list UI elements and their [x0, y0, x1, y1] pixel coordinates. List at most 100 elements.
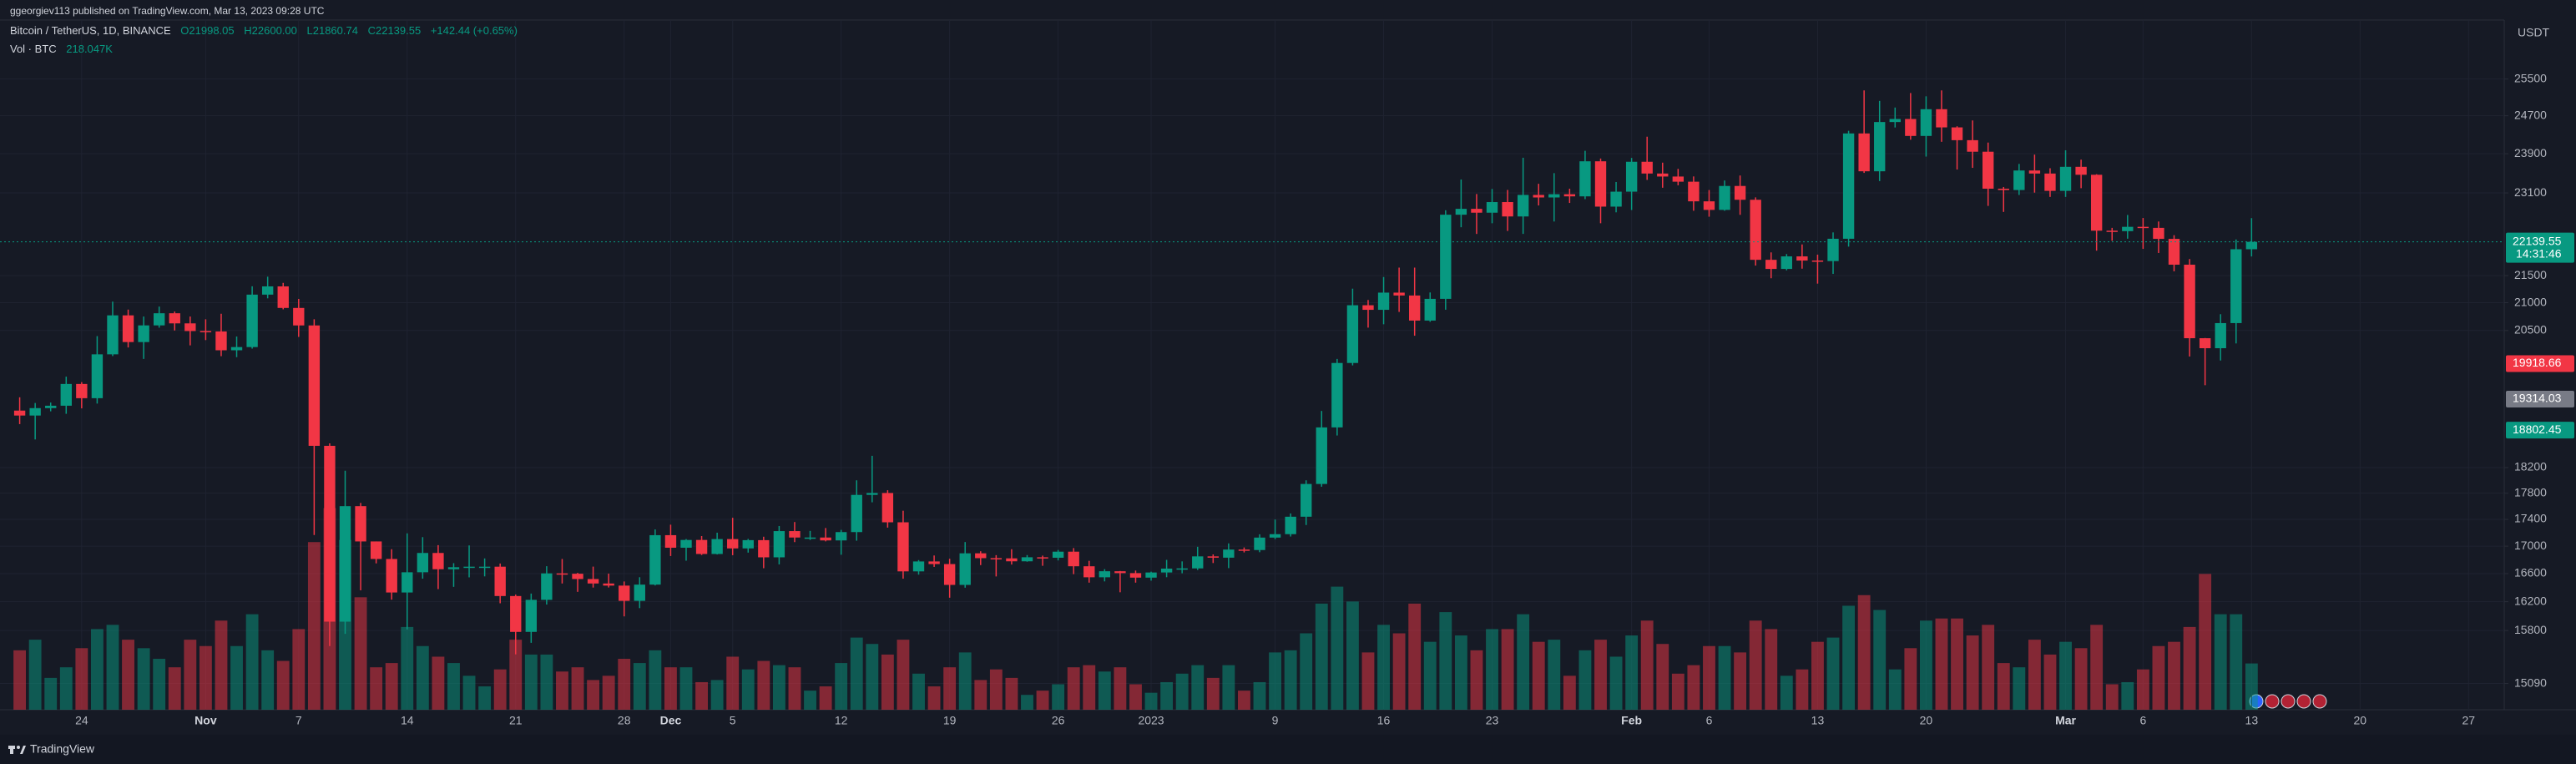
volume-bar — [2043, 654, 2057, 710]
volume-bar — [1361, 652, 1375, 710]
volume-bar — [897, 640, 910, 710]
volume-bar — [478, 686, 492, 710]
candle-body — [2168, 239, 2180, 265]
volume-bar — [385, 663, 398, 710]
candle-body — [1502, 202, 1513, 217]
candle-body — [619, 585, 630, 601]
candle-body — [1594, 161, 1607, 207]
volume-bar — [44, 677, 58, 710]
candle-body — [1842, 133, 1855, 239]
volume-bar — [1052, 684, 1065, 710]
volume-bar — [1175, 673, 1189, 710]
candle-body — [851, 494, 862, 533]
volume-bar — [2230, 614, 2243, 710]
volume-bar — [695, 681, 708, 710]
volume-bar — [633, 663, 646, 710]
volume-bar — [75, 648, 88, 710]
volume-bar — [587, 680, 600, 710]
volume-bar — [2028, 640, 2041, 710]
volume-bar — [1486, 629, 1498, 710]
volume-bar — [307, 542, 321, 710]
candle-body — [1936, 109, 1947, 128]
volume-bar — [1114, 667, 1127, 710]
candle-body — [912, 561, 925, 572]
volume-bar — [943, 667, 957, 710]
volume-bar — [1749, 620, 1762, 710]
price-tag — [2506, 422, 2574, 439]
candle-body — [230, 347, 243, 351]
candle-body — [246, 294, 258, 347]
candle-body — [2013, 170, 2025, 190]
candle-body — [1548, 194, 1560, 198]
candle-body — [1563, 194, 1576, 197]
price-tag-label: 19314.03 — [2513, 392, 2562, 405]
volume-bar — [2105, 684, 2119, 710]
candle-body — [432, 553, 444, 569]
candle-body — [1672, 176, 1685, 182]
candle-body — [355, 506, 366, 542]
candle-body — [587, 579, 599, 584]
y-tick-label: 21500 — [2514, 268, 2547, 281]
volume-bar — [28, 640, 42, 710]
volume-bar — [292, 629, 306, 710]
candle-body — [742, 539, 754, 549]
x-tick-label: 9 — [1272, 714, 1279, 727]
current-price-label: 22139.55 — [2513, 234, 2562, 247]
symbol: Bitcoin / TetherUS, 1D, BINANCE — [10, 24, 171, 37]
candle-body — [1223, 549, 1235, 558]
volume-bar — [1021, 695, 1033, 710]
volume-bar — [354, 597, 367, 710]
volume-bar — [1206, 677, 1220, 710]
candle-body — [2137, 226, 2149, 229]
candle-body — [1238, 549, 1250, 551]
candle-body — [1316, 427, 1327, 484]
candle-body — [758, 539, 770, 558]
volume-bar — [245, 614, 259, 710]
candle-body — [184, 323, 196, 331]
y-tick-label: 17000 — [2514, 539, 2547, 552]
candle-body — [866, 493, 878, 495]
volume-bar — [1331, 586, 1344, 710]
candle-body — [324, 445, 336, 622]
y-tick-label: 18200 — [2514, 460, 2547, 473]
candle-body — [1719, 185, 1730, 210]
ohlc-close: C22139.55 — [367, 24, 422, 37]
candle-body — [386, 559, 397, 593]
candle-body — [339, 506, 351, 622]
candle-body — [990, 558, 1003, 559]
volume-bar — [1315, 603, 1328, 710]
volume-bar — [1997, 663, 2010, 710]
candle-body — [2153, 227, 2164, 240]
candle-body — [804, 537, 816, 539]
volume-bar — [2013, 667, 2026, 710]
candle-body — [1517, 195, 1529, 217]
candle-body — [881, 493, 894, 523]
volume-bar — [1191, 665, 1205, 710]
candle-body — [293, 307, 305, 326]
volume-bar — [1966, 635, 1979, 710]
ohlc-low: L21860.74 — [306, 24, 358, 37]
volume-bar — [90, 629, 104, 710]
candle-body — [943, 564, 956, 585]
candle-body — [1951, 127, 1963, 140]
x-tick-label: 19 — [943, 714, 957, 727]
candle-body — [1362, 305, 1374, 311]
y-tick-label: 16200 — [2514, 594, 2547, 607]
y-tick-label: 23100 — [2514, 185, 2547, 199]
candle-body — [727, 539, 739, 549]
candle-body — [1207, 556, 1219, 558]
candle-body — [215, 331, 227, 351]
x-tick-label: Feb — [1621, 714, 1642, 727]
price-tag — [2506, 355, 2574, 372]
volume-bar — [1439, 612, 1452, 710]
candle-body — [29, 407, 41, 416]
volume-bar — [757, 660, 770, 710]
volume-bar — [1346, 601, 1359, 710]
x-tick-label: Dec — [660, 714, 682, 727]
volume-bar — [1671, 673, 1685, 710]
volume-bar — [2183, 626, 2196, 710]
volume-bar — [432, 656, 445, 710]
volume-bar — [1904, 648, 1917, 710]
event-icon — [2296, 694, 2311, 709]
